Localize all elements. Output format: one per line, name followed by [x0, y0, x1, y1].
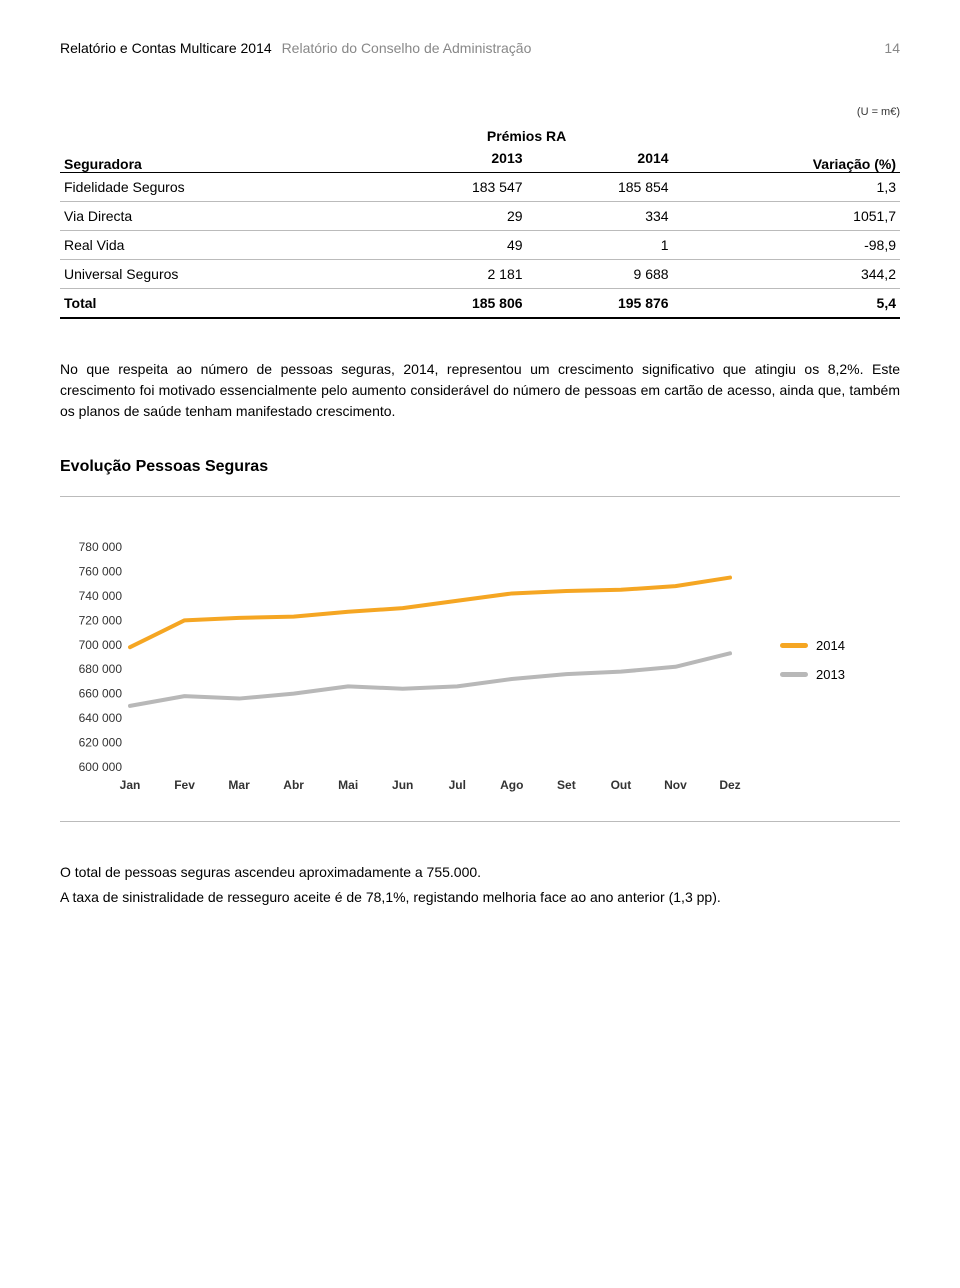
- svg-text:600 000: 600 000: [79, 760, 123, 774]
- cell-2014: 185 854: [527, 173, 673, 202]
- cell-name: Universal Seguros: [60, 260, 381, 289]
- cell-2013: 29: [381, 202, 527, 231]
- premios-table: Seguradora Prémios RA Variação (%) 2013 …: [60, 122, 900, 319]
- table-row: Fidelidade Seguros183 547185 8541,3: [60, 173, 900, 202]
- cell-2013: 49: [381, 231, 527, 260]
- svg-text:740 000: 740 000: [79, 589, 123, 603]
- svg-text:Mar: Mar: [228, 778, 250, 792]
- line-chart: 780 000 760 000 740 000 720 000 700 000 680 0…: [60, 537, 780, 797]
- svg-text:660 000: 660 000: [79, 687, 123, 701]
- footer-p1: O total de pessoas seguras ascendeu apro…: [60, 862, 900, 883]
- svg-text:780 000: 780 000: [79, 540, 123, 554]
- svg-text:Set: Set: [557, 778, 576, 792]
- svg-text:620 000: 620 000: [79, 736, 123, 750]
- svg-text:Mai: Mai: [338, 778, 358, 792]
- svg-text:700 000: 700 000: [79, 638, 123, 652]
- cell-2013: 183 547: [381, 173, 527, 202]
- cell-var: 5,4: [673, 289, 900, 319]
- svg-text:Jan: Jan: [120, 778, 141, 792]
- cell-2014: 334: [527, 202, 673, 231]
- cell-2014: 195 876: [527, 289, 673, 319]
- cell-name: Total: [60, 289, 381, 319]
- doc-title: Relatório e Contas Multicare 2014: [60, 40, 272, 56]
- svg-text:760 000: 760 000: [79, 564, 123, 578]
- table-row-total: Total185 806195 8765,4: [60, 289, 900, 319]
- svg-text:Out: Out: [611, 778, 632, 792]
- cell-var: 1051,7: [673, 202, 900, 231]
- legend-item: 2014: [780, 638, 900, 653]
- svg-text:Fev: Fev: [174, 778, 195, 792]
- legend-swatch: [780, 643, 808, 648]
- col-2014: 2014: [527, 144, 673, 173]
- cell-name: Fidelidade Seguros: [60, 173, 381, 202]
- legend-label: 2014: [816, 638, 845, 653]
- cell-2014: 1: [527, 231, 673, 260]
- table-row: Real Vida491-98,9: [60, 231, 900, 260]
- svg-text:Dez: Dez: [719, 778, 740, 792]
- table-row: Via Directa293341051,7: [60, 202, 900, 231]
- cell-name: Real Vida: [60, 231, 381, 260]
- cell-var: -98,9: [673, 231, 900, 260]
- cell-var: 1,3: [673, 173, 900, 202]
- svg-text:Jul: Jul: [449, 778, 466, 792]
- col-var: Variação (%): [673, 122, 900, 173]
- cell-2013: 2 181: [381, 260, 527, 289]
- col-seguradora: Seguradora: [60, 122, 381, 173]
- page-header: Relatório e Contas Multicare 2014 Relató…: [60, 40, 900, 56]
- legend-item: 2013: [780, 667, 900, 682]
- svg-text:Ago: Ago: [500, 778, 523, 792]
- svg-text:Abr: Abr: [283, 778, 304, 792]
- cell-name: Via Directa: [60, 202, 381, 231]
- svg-text:720 000: 720 000: [79, 613, 123, 627]
- chart-container: 780 000 760 000 740 000 720 000 700 000 680 0…: [60, 496, 900, 822]
- paragraph-main: No que respeita ao número de pessoas seg…: [60, 359, 900, 422]
- svg-text:680 000: 680 000: [79, 662, 123, 676]
- legend-label: 2013: [816, 667, 845, 682]
- section-title: Relatório do Conselho de Administração: [282, 40, 532, 56]
- chart-legend: 2014 2013: [780, 638, 900, 696]
- cell-var: 344,2: [673, 260, 900, 289]
- svg-text:Jun: Jun: [392, 778, 413, 792]
- header-titles: Relatório e Contas Multicare 2014 Relató…: [60, 40, 531, 56]
- col-2013: 2013: [381, 144, 527, 173]
- chart-title: Evolução Pessoas Seguras: [60, 458, 900, 476]
- col-group: Prémios RA: [381, 122, 673, 144]
- footer-p2: A taxa de sinistralidade de resseguro ac…: [60, 887, 900, 908]
- svg-text:640 000: 640 000: [79, 711, 123, 725]
- legend-swatch: [780, 672, 808, 677]
- cell-2013: 185 806: [381, 289, 527, 319]
- table-row: Universal Seguros2 1819 688344,2: [60, 260, 900, 289]
- unit-note: (U = m€): [60, 106, 900, 118]
- cell-2014: 9 688: [527, 260, 673, 289]
- svg-text:Nov: Nov: [664, 778, 687, 792]
- page-number: 14: [884, 40, 900, 56]
